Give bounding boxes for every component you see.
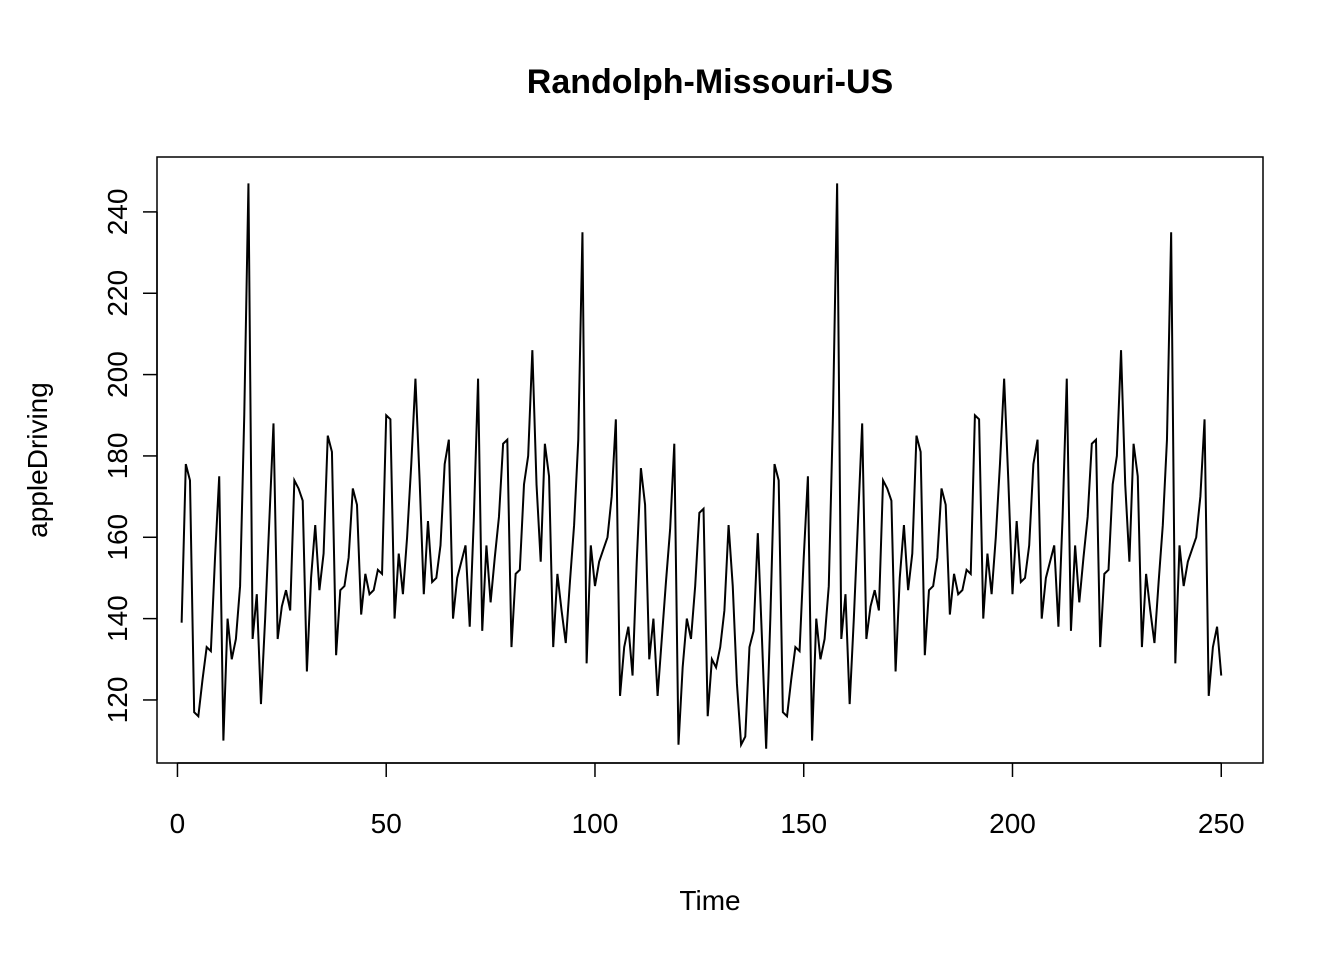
x-tick-label: 50 xyxy=(371,808,402,839)
y-tick-label: 180 xyxy=(102,433,133,480)
x-tick-label: 0 xyxy=(170,808,186,839)
x-tick-label: 200 xyxy=(989,808,1036,839)
x-tick-label: 150 xyxy=(780,808,827,839)
y-tick-label: 120 xyxy=(102,677,133,724)
chart-title: Randolph-Missouri-US xyxy=(527,63,893,101)
series-layer xyxy=(180,183,1223,749)
x-tick-label: 100 xyxy=(572,808,619,839)
y-tick-label: 140 xyxy=(102,595,133,642)
x-axis: 0 50 100 150 200 250 xyxy=(170,762,1245,839)
y-tick-label: 240 xyxy=(102,189,133,236)
y-tick-label: 220 xyxy=(102,270,133,317)
y-axis: 120 140 160 180 200 220 240 xyxy=(102,189,158,724)
series-line xyxy=(180,183,1223,749)
x-axis-label: Time xyxy=(679,885,740,916)
y-tick-label: 200 xyxy=(102,351,133,398)
y-axis-label: appleDriving xyxy=(22,382,53,538)
y-tick-label: 160 xyxy=(102,514,133,561)
x-tick-label: 250 xyxy=(1198,808,1245,839)
